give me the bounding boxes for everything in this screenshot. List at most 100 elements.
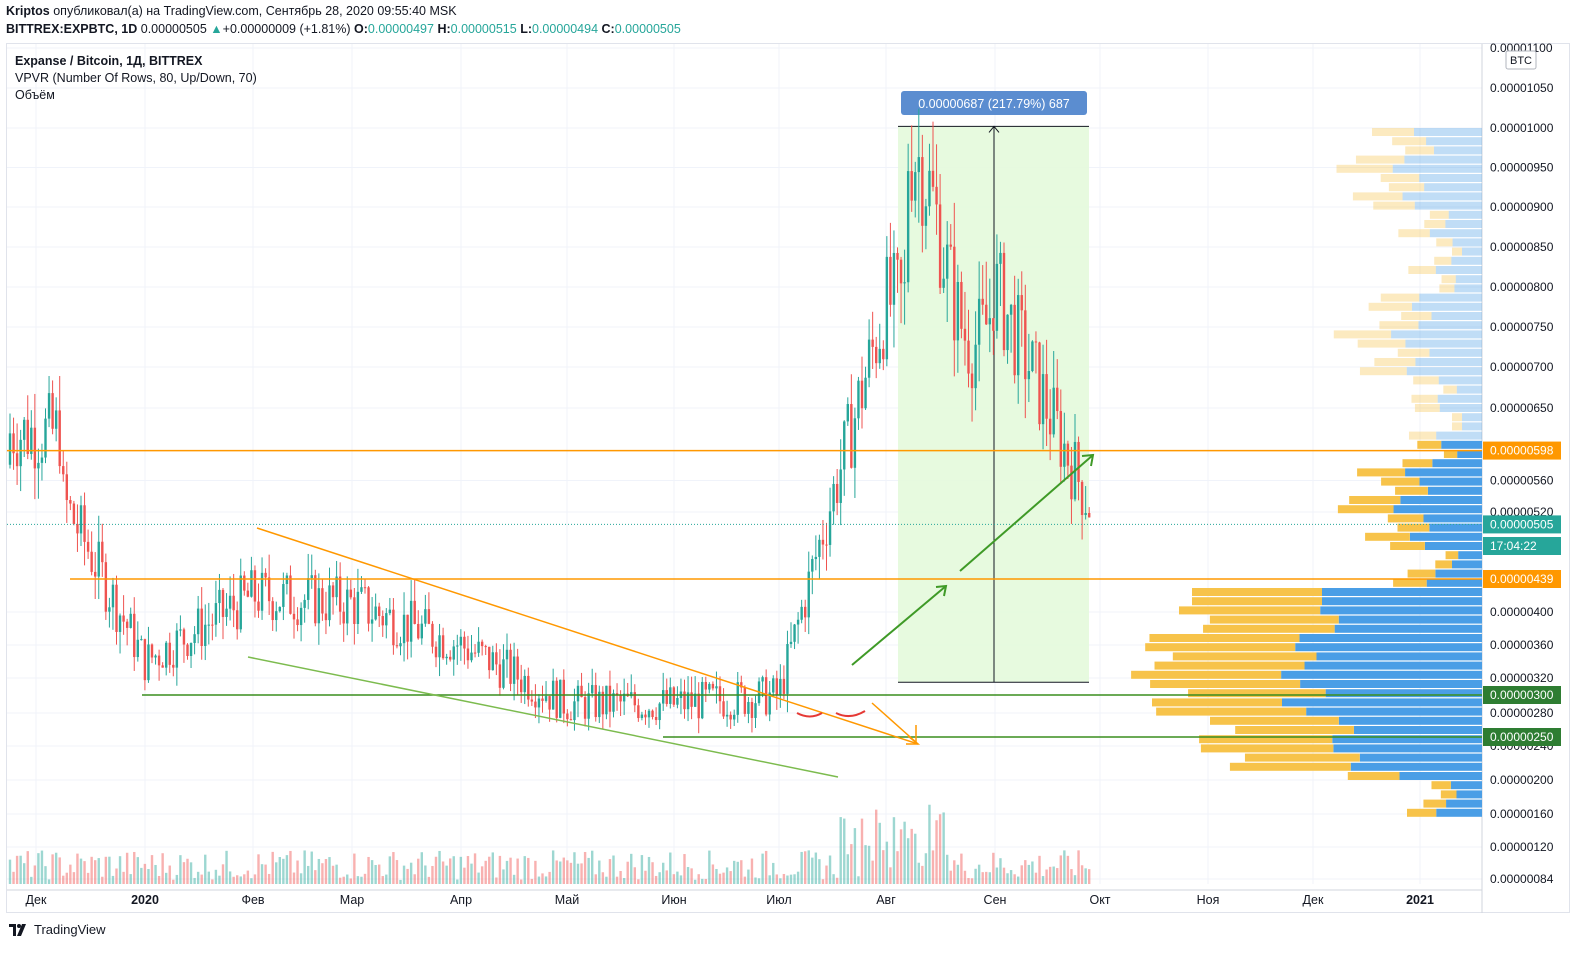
vpvr-up-bar — [1456, 790, 1482, 799]
price-badge — [1483, 515, 1561, 534]
measure-arrow-icon — [988, 125, 1000, 133]
volume-bar — [804, 851, 807, 884]
volume-bar — [825, 865, 828, 884]
volume-bar — [196, 871, 200, 884]
candle-body — [257, 601, 260, 611]
vpvr-down-bar — [1199, 735, 1333, 744]
vpvr-down-bar — [1172, 652, 1317, 661]
volume-bar — [97, 858, 100, 884]
candle-body — [161, 665, 164, 668]
candle-body — [275, 611, 278, 621]
volume-bar — [665, 870, 668, 884]
candle-body — [480, 641, 484, 647]
volume-bar — [473, 853, 477, 884]
chart-title[interactable]: Expanse / Bitcoin, 1Д, BITTREX — [15, 54, 203, 68]
volume-bar — [725, 867, 729, 884]
volume-bar — [1017, 876, 1020, 884]
volume-bar — [679, 875, 683, 884]
volume-bar — [250, 878, 253, 884]
vpvr-down-bar — [1333, 330, 1392, 339]
volume-bar — [186, 858, 189, 884]
candle-body — [534, 701, 537, 708]
volume-bar — [409, 862, 413, 884]
candle-body — [246, 590, 250, 597]
y-tick-label: 0.00000360 — [1490, 638, 1554, 652]
volume-bar — [495, 877, 498, 884]
candle-body — [1017, 295, 1020, 376]
vpvr-up-bar — [1414, 201, 1482, 210]
volume-bar — [807, 850, 810, 884]
volume-bar — [896, 851, 899, 884]
volume-bar — [161, 853, 164, 884]
volume-bar — [317, 858, 321, 884]
volume-bar — [338, 877, 342, 884]
candle-body — [54, 410, 58, 429]
volume-bar — [672, 874, 676, 884]
volume-bar — [942, 812, 945, 884]
volume-bar — [292, 872, 296, 884]
volume-bar — [1063, 850, 1066, 884]
candle-body — [875, 346, 878, 364]
volume-bar — [1059, 855, 1062, 884]
volume-bar — [385, 874, 388, 884]
candle-body — [225, 608, 228, 617]
y-tick-label: 0.00001000 — [1490, 121, 1554, 135]
chart-frame[interactable] — [6, 43, 1570, 913]
volume-bar — [72, 872, 76, 884]
vpvr-down-bar — [1349, 496, 1401, 504]
candle-body — [282, 584, 285, 607]
candle-body — [828, 511, 832, 545]
candle-body — [800, 606, 803, 620]
vpvr-up-bar — [1300, 680, 1482, 688]
candle-body — [463, 636, 466, 649]
volume-bar — [509, 857, 512, 884]
vpvr-up-bar — [1458, 551, 1482, 560]
candle-body — [1088, 513, 1091, 518]
currency-badge-label: BTC — [1510, 55, 1532, 67]
candle-body — [374, 606, 377, 620]
candle-body — [1059, 411, 1062, 467]
footer-brand[interactable]: TradingView — [8, 922, 106, 937]
candle-body — [619, 695, 622, 702]
candle-body — [566, 713, 569, 720]
candle-body — [456, 645, 459, 647]
volume-bar — [1080, 865, 1084, 884]
candle-body — [807, 571, 810, 618]
candle-body — [1020, 295, 1023, 311]
volume-bar — [676, 871, 679, 884]
volume-bar — [846, 854, 849, 884]
candle-body — [466, 648, 470, 661]
volume-bar — [427, 876, 431, 884]
candle-body — [516, 656, 519, 680]
y-tick-label: 0.00000400 — [1490, 605, 1554, 619]
volume-bar — [40, 850, 44, 884]
candle-body — [768, 692, 771, 715]
candle-body — [722, 701, 725, 717]
vpvr-down-bar — [1209, 615, 1339, 624]
candle-body — [892, 252, 896, 305]
candle-body — [101, 541, 104, 563]
x-tick-label: 2020 — [131, 893, 159, 907]
vpvr-legend[interactable]: VPVR (Number Of Rows, 80, Up/Down, 70) — [15, 71, 257, 85]
candle-body — [129, 613, 132, 628]
vpvr-up-bar — [1462, 422, 1482, 431]
volume-bar — [363, 873, 367, 884]
volume-bar — [772, 862, 775, 884]
volume-bar — [995, 867, 999, 884]
vpvr-down-bar — [1407, 569, 1436, 578]
volume-legend[interactable]: Объём — [15, 88, 55, 102]
volume-bar — [512, 874, 516, 884]
volume-bar — [143, 863, 147, 884]
author-name[interactable]: Kriptos — [6, 4, 50, 18]
candle-body — [204, 624, 207, 646]
volume-bar — [221, 864, 225, 884]
volume-bar — [601, 872, 605, 884]
vpvr-up-bar — [1411, 302, 1482, 311]
volume-bar — [935, 820, 938, 884]
candle-body — [520, 679, 523, 693]
candle-body — [885, 256, 889, 360]
volume-bar — [484, 860, 487, 884]
volume-bar — [999, 858, 1002, 884]
candle-body — [662, 690, 665, 704]
